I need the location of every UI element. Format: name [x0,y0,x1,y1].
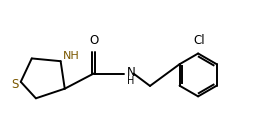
Text: S: S [11,77,18,91]
Text: NH: NH [63,51,80,61]
Text: O: O [89,34,98,47]
Text: Cl: Cl [194,34,205,47]
Text: H: H [127,76,135,86]
Text: N: N [127,66,136,79]
